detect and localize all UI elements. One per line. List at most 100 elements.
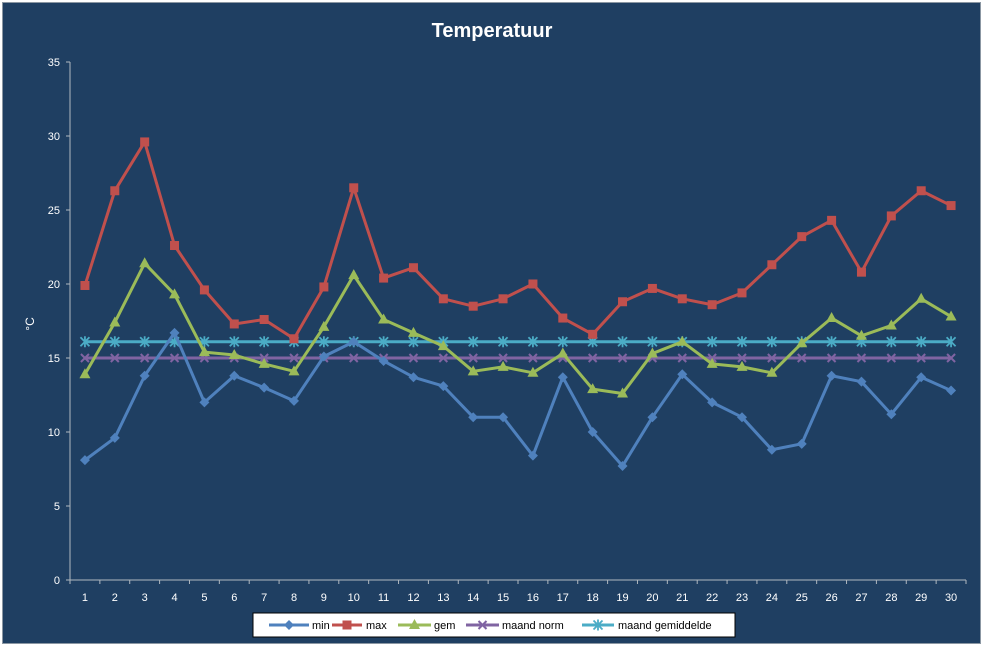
- point-maand-norm: [438, 353, 449, 363]
- point-max: [199, 285, 209, 295]
- point-maand-norm: [856, 353, 867, 363]
- point-max: [229, 319, 239, 329]
- point-maand-norm: [886, 353, 897, 363]
- x-tick-label: 24: [766, 592, 778, 604]
- legend-swatch-marker: [409, 619, 420, 629]
- legend-swatch-marker: [284, 620, 294, 630]
- point-maand-gemiddelde: [527, 336, 539, 348]
- x-tick-label: 29: [915, 592, 927, 604]
- point-gem: [169, 288, 181, 299]
- x-tick-label: 10: [348, 592, 360, 604]
- point-max: [80, 280, 90, 290]
- point-max: [737, 288, 747, 298]
- point-max: [618, 297, 628, 307]
- series-gem: [79, 257, 957, 398]
- point-gem: [826, 312, 838, 323]
- legend-item-maand-norm: maand norm: [466, 620, 564, 632]
- point-gem: [407, 326, 419, 337]
- point-max: [408, 263, 418, 273]
- point-max: [647, 283, 657, 293]
- x-tick-label: 15: [497, 592, 509, 604]
- point-min: [199, 397, 210, 408]
- point-max: [110, 186, 120, 196]
- y-tick-label: 25: [48, 205, 60, 217]
- point-min: [348, 336, 359, 347]
- point-maand-norm: [139, 353, 150, 363]
- point-min: [617, 461, 628, 472]
- x-tick-label: 22: [706, 592, 718, 604]
- point-max: [140, 137, 150, 147]
- point-max: [170, 241, 180, 251]
- point-gem: [617, 387, 629, 398]
- point-gem: [79, 368, 91, 379]
- series-maand-gemiddelde: [79, 336, 957, 348]
- legend-item-maand-gemiddelde: maand gemiddelde: [582, 619, 712, 632]
- x-tick-label: 4: [171, 592, 177, 604]
- point-maand-gemiddelde: [497, 336, 509, 348]
- point-min: [289, 395, 299, 406]
- point-gem: [885, 319, 897, 330]
- point-gem: [945, 310, 957, 321]
- x-tick-label: 25: [796, 592, 808, 604]
- legend-label: gem: [434, 620, 455, 632]
- point-gem: [437, 340, 449, 351]
- point-max: [797, 232, 807, 242]
- point-gem: [198, 346, 210, 357]
- point-min: [438, 381, 449, 392]
- point-maand-gemiddelde: [557, 336, 568, 348]
- x-tick-label: 12: [407, 592, 419, 604]
- y-tick-label: 15: [48, 353, 60, 365]
- point-maand-gemiddelde: [318, 336, 330, 348]
- x-tick-label: 7: [261, 592, 267, 604]
- point-gem: [139, 257, 151, 268]
- point-gem: [706, 357, 718, 368]
- point-maand-norm: [349, 353, 359, 363]
- series-min: [79, 327, 957, 472]
- x-tick-label: 8: [291, 592, 297, 604]
- point-maand-norm: [617, 353, 628, 363]
- point-gem: [676, 335, 688, 346]
- point-maand-gemiddelde: [826, 336, 837, 348]
- point-max: [289, 334, 299, 344]
- point-maand-gemiddelde: [706, 336, 718, 348]
- point-maand-norm: [916, 353, 926, 363]
- x-tick-label: 1: [82, 592, 88, 604]
- y-tick-label: 20: [48, 279, 60, 291]
- point-maand-norm: [468, 353, 478, 363]
- point-max: [707, 300, 717, 310]
- x-tick-label: 18: [587, 592, 599, 604]
- point-maand-norm: [797, 353, 807, 363]
- series-line-max: [83, 140, 952, 341]
- point-maand-gemiddelde: [109, 336, 120, 348]
- point-min: [856, 376, 867, 387]
- point-maand-gemiddelde: [916, 336, 927, 348]
- point-gem: [766, 366, 778, 377]
- x-tick-label: 19: [616, 592, 628, 604]
- point-min: [826, 370, 837, 381]
- x-tick-label: 21: [676, 592, 688, 604]
- legend-label: min: [312, 620, 330, 632]
- point-min: [557, 372, 568, 383]
- point-min: [378, 355, 389, 366]
- y-tick-label: 30: [48, 131, 60, 143]
- point-gem: [915, 292, 927, 303]
- x-tick-label: 23: [736, 592, 748, 604]
- point-max: [319, 282, 329, 292]
- point-maand-norm: [408, 353, 419, 363]
- series-max: [80, 137, 956, 344]
- point-maand-norm: [677, 353, 687, 363]
- point-gem: [109, 316, 121, 327]
- point-min: [498, 412, 509, 423]
- x-tick-label: 17: [557, 592, 569, 604]
- point-min: [677, 369, 688, 380]
- point-max: [767, 260, 777, 270]
- legend-label: max: [366, 620, 387, 632]
- legend-item-gem: gem: [398, 619, 455, 632]
- y-tick-label: 0: [54, 575, 60, 587]
- point-gem: [646, 347, 658, 358]
- point-max: [916, 186, 926, 196]
- point-gem: [796, 337, 808, 348]
- point-maand-gemiddelde: [647, 336, 658, 348]
